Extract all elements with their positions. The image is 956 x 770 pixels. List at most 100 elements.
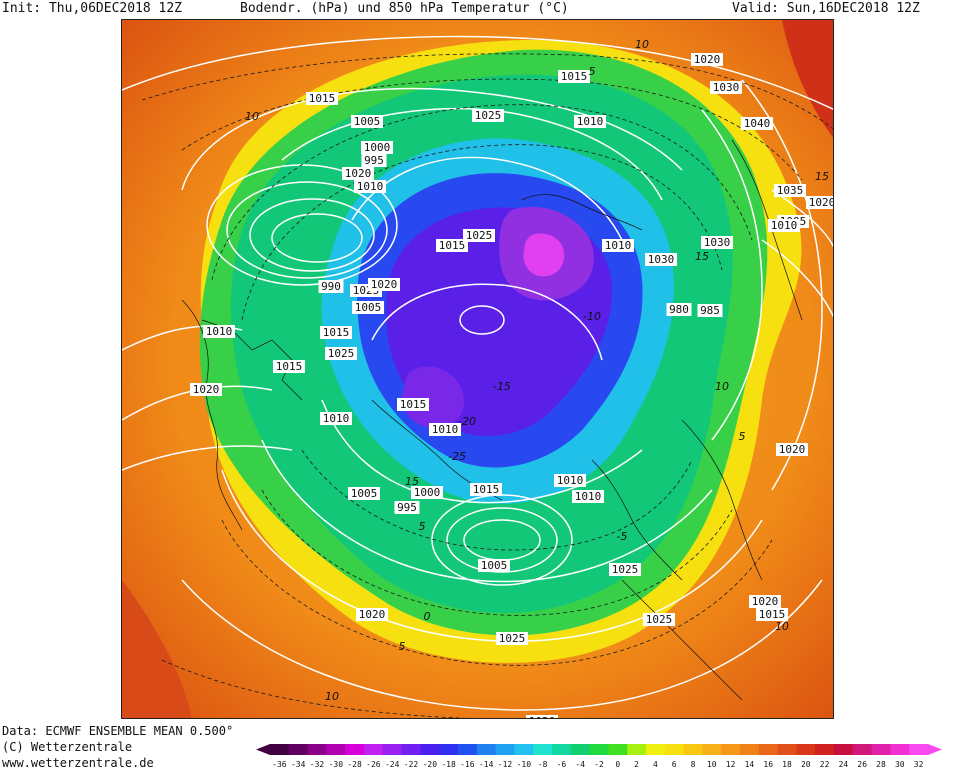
scale-tick-label: -10 (517, 760, 532, 769)
scale-swatch (401, 744, 421, 755)
scale-swatch (495, 744, 515, 755)
scale-swatch (871, 744, 891, 755)
isobar-value: 1010 (357, 180, 384, 193)
isotherm-value: 5 (399, 640, 406, 653)
isobar-label: 1030 (701, 236, 733, 249)
scale-swatch (608, 744, 628, 755)
isobar-value: 985 (700, 304, 720, 317)
isobar-value: 1020 (529, 715, 556, 719)
isotherm-value: 10 (325, 690, 339, 703)
isobar-value: 1015 (759, 608, 786, 621)
scale-tick-label: 22 (820, 760, 830, 769)
scale-swatch (270, 744, 290, 755)
isobar-label: 1020 (691, 53, 723, 66)
scale-swatch (288, 744, 309, 755)
scale-swatch (815, 744, 835, 755)
scale-swatch (326, 744, 346, 755)
isobar-label: 1005 (478, 559, 510, 572)
copyright: (C) Wetterzentrale (2, 740, 133, 754)
isobar-label: 1025 (325, 347, 357, 360)
isotherm-value: 10 (635, 38, 649, 51)
scale-swatch (890, 744, 910, 755)
isobar-value: 1010 (605, 239, 632, 252)
isobar-value: 1005 (481, 559, 508, 572)
isotherm-value: 15 (695, 250, 709, 263)
isotherm-value: 5 (589, 65, 596, 78)
scale-swatch (552, 744, 572, 755)
scale-tick-label: -2 (594, 760, 604, 769)
scale-tick-label: -8 (538, 760, 548, 769)
init-time: Init: Thu,06DEC2018 12Z (2, 1, 183, 16)
scale-tick-label: 32 (914, 760, 924, 769)
isobar-value: 995 (364, 154, 384, 167)
isobar-value: 1025 (328, 347, 355, 360)
scale-swatch (382, 744, 403, 755)
isobar-label: 1010 (429, 423, 461, 436)
isotherm-value: 10 (775, 620, 789, 633)
isobar-value: 1000 (364, 141, 391, 154)
isobar-value: 1015 (400, 398, 427, 411)
isobar-label: 1025 (496, 632, 528, 645)
isobar-value: 1015 (276, 360, 303, 373)
isobar-label: 1030 (645, 253, 677, 266)
scale-tick-label: 2 (634, 760, 639, 769)
scale-swatch (721, 744, 741, 755)
scale-tick-label: -14 (479, 760, 494, 769)
scale-tick-label: -6 (557, 760, 567, 769)
isobar-value: 1000 (414, 486, 441, 499)
hot-corner-sw (122, 580, 192, 718)
scale-tick-label: 0 (615, 760, 620, 769)
isobar-value: 1005 (355, 301, 382, 314)
scale-canvas: -36 -34 -32 -30 -28 -26 -24 -22 -20 -18 -16 -14 -12-… (256, 744, 942, 769)
scale-tick-label: -28 (347, 760, 362, 769)
isobar-value: 1025 (612, 563, 639, 576)
isotherm-value: -10 (583, 310, 601, 323)
isobar-label: 1020 (190, 383, 222, 396)
isobar-label: 1010 (768, 219, 800, 232)
website-url: www.wetterzentrale.de (2, 756, 154, 770)
isobar-value: 1025 (646, 613, 673, 626)
isobar-label: 1005 (352, 301, 384, 314)
isobar-label: 1010 (354, 180, 386, 193)
isobar-value: 1015 (473, 483, 500, 496)
scale-tick-label: 28 (876, 760, 886, 769)
isobar-value: 1010 (575, 490, 602, 503)
scale-tick-label: -4 (575, 760, 585, 769)
isotherm-value: -15 (493, 380, 511, 393)
scale-swatch (909, 744, 929, 755)
scale-swatch (702, 744, 722, 755)
scale-tick-label: -36 (272, 760, 287, 769)
scale-tick-label: -22 (404, 760, 419, 769)
isobar-value: 990 (321, 280, 341, 293)
scale-swatch (758, 744, 779, 755)
scale-tick-label: -30 (329, 760, 344, 769)
scale-swatch (627, 744, 647, 755)
scale-tick-label: -20 (423, 760, 438, 769)
isobar-label: 1015 (558, 70, 590, 83)
isobar-value: 1005 (354, 115, 381, 128)
isobar-label: 990 (318, 280, 344, 293)
scale-swatch (420, 744, 440, 755)
isotherm-value: -25 (448, 450, 466, 463)
isobar-value: 1010 (432, 423, 459, 436)
scale-swatch (458, 744, 478, 755)
isobar-label: 1020 (526, 715, 558, 719)
isobar-label: 1020 (356, 608, 388, 621)
isobar-value: 1020 (359, 608, 386, 621)
scale-swatch (476, 744, 497, 755)
scale-swatch (740, 744, 760, 755)
isobar-label: 1015 (320, 326, 352, 339)
isobar-label: 1020 (342, 167, 374, 180)
isobar-label: 1015 (273, 360, 305, 373)
isobar-label: 1020 (776, 443, 808, 456)
isobar-value: 1010 (557, 474, 584, 487)
scale-tick-label: 30 (895, 760, 905, 769)
isobar-label: 995 (394, 501, 420, 514)
scale-swatch (533, 744, 553, 755)
scale-swatch (852, 744, 873, 755)
isobar-label: 1015 (436, 239, 468, 252)
isobar-value: 1015 (323, 326, 350, 339)
isotherm-value: 5 (739, 430, 746, 443)
isobar-label: 1010 (602, 239, 634, 252)
scale-arrow-right (928, 744, 942, 755)
